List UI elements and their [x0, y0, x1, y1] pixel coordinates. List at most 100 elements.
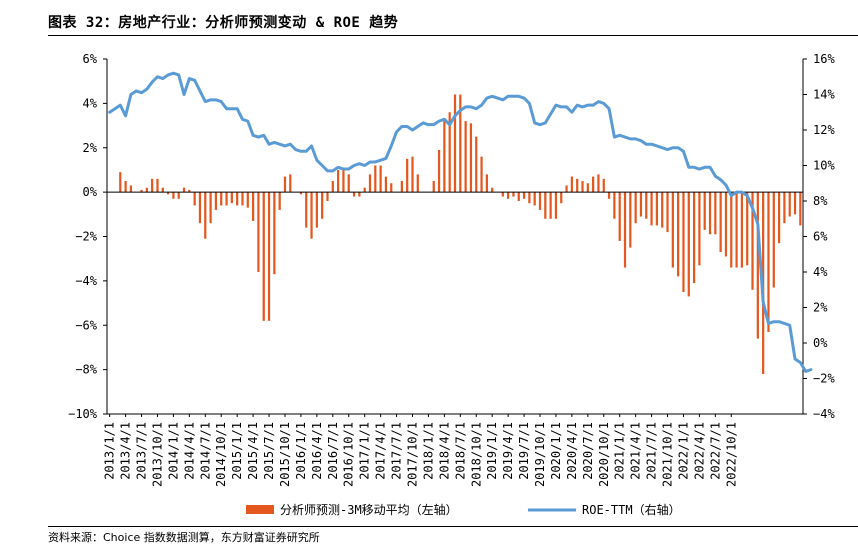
bar — [406, 158, 409, 193]
x-tick-label: 2017/4/1 — [374, 422, 388, 480]
bar — [384, 176, 388, 193]
bar — [528, 192, 531, 204]
bar — [283, 176, 287, 193]
bar — [692, 192, 696, 284]
x-tick-label: 2021/7/1 — [645, 422, 659, 480]
bar — [156, 178, 159, 193]
right-tick-label: 10% — [813, 159, 835, 173]
bar — [342, 169, 345, 193]
bar — [188, 189, 191, 193]
bar — [448, 112, 451, 193]
bar — [634, 192, 637, 224]
x-tick-label: 2019/4/1 — [501, 422, 515, 480]
bar — [310, 192, 313, 239]
bar — [512, 192, 515, 197]
x-tick-label: 2015/7/1 — [262, 422, 276, 480]
x-tick-label: 2016/10/1 — [342, 422, 356, 487]
bar — [751, 192, 754, 290]
bar — [246, 192, 249, 208]
bar — [453, 94, 457, 193]
x-tick-label: 2022/1/1 — [676, 422, 690, 480]
bar — [267, 192, 271, 321]
bar — [140, 189, 143, 193]
bar — [661, 192, 664, 228]
bar — [730, 192, 733, 268]
bar — [491, 187, 494, 193]
left-tick-label: −4% — [75, 274, 97, 288]
bar — [592, 176, 595, 193]
left-tick-label: −2% — [75, 230, 97, 244]
bar — [767, 192, 770, 332]
left-tick-label: 6% — [83, 52, 98, 66]
bar — [257, 192, 260, 273]
bar — [639, 192, 643, 217]
x-tick-label: 2021/1/1 — [613, 422, 627, 480]
right-tick-label: 6% — [813, 230, 828, 244]
tick-labels: 6% 4% 2% 0% −2% −4% −6% −8% −10% 16% 14% 12% 10% 8% 6%… — [68, 52, 835, 487]
bar — [581, 181, 584, 193]
bar — [166, 192, 170, 195]
bar — [273, 192, 276, 275]
bar — [352, 192, 356, 197]
x-tick-label: 2020/7/1 — [581, 422, 595, 480]
right-tick-label: 12% — [813, 123, 835, 137]
left-tick-label: −10% — [68, 407, 98, 421]
right-tick-label: 4% — [813, 265, 828, 279]
bar — [777, 192, 781, 244]
left-tick-label: 4% — [83, 96, 98, 110]
right-tick-label: 2% — [813, 301, 828, 315]
bar — [326, 192, 329, 202]
bar — [337, 169, 340, 193]
x-tick-label: 2016/4/1 — [310, 422, 324, 480]
bar — [172, 192, 175, 199]
bar — [687, 192, 690, 297]
bar — [374, 165, 377, 193]
x-tick-label: 2020/4/1 — [565, 422, 579, 480]
bar — [719, 192, 722, 253]
bar — [517, 192, 520, 202]
bar — [666, 192, 669, 233]
bar — [459, 94, 462, 193]
bar — [480, 156, 483, 193]
bar — [145, 187, 148, 193]
bar — [570, 176, 573, 193]
right-tick-label: 14% — [813, 88, 835, 102]
x-tick-label: 2022/10/1 — [724, 422, 738, 487]
bar — [193, 192, 196, 206]
x-tick-label: 2016/1/1 — [294, 422, 308, 480]
bar — [618, 192, 621, 241]
bar — [501, 192, 504, 197]
bar — [400, 181, 403, 193]
bar — [347, 174, 350, 193]
bar — [220, 192, 223, 206]
bar — [475, 136, 478, 193]
bar — [708, 192, 712, 235]
right-tick-label: −4% — [813, 407, 835, 421]
bar-series — [119, 94, 802, 375]
bar — [278, 192, 281, 210]
bar — [331, 181, 334, 193]
bar — [677, 192, 680, 277]
bar — [586, 183, 589, 193]
right-tick-label: 16% — [813, 52, 835, 66]
x-tick-label: 2014/10/1 — [214, 422, 228, 487]
bar — [469, 123, 473, 193]
bar — [650, 192, 653, 226]
left-tick-label: −8% — [75, 363, 97, 377]
bar — [416, 174, 419, 193]
bar — [507, 192, 510, 199]
bar — [703, 192, 706, 230]
bar — [623, 192, 627, 268]
bar — [698, 192, 701, 266]
bar — [358, 192, 361, 197]
bar — [129, 185, 133, 193]
bar — [236, 192, 239, 206]
x-tick-label: 2018/1/1 — [421, 422, 435, 480]
bar — [198, 192, 202, 224]
x-tick-label: 2018/7/1 — [453, 422, 467, 480]
bar — [241, 192, 244, 206]
bar — [533, 192, 536, 206]
bar — [305, 192, 308, 228]
bar — [432, 181, 435, 193]
